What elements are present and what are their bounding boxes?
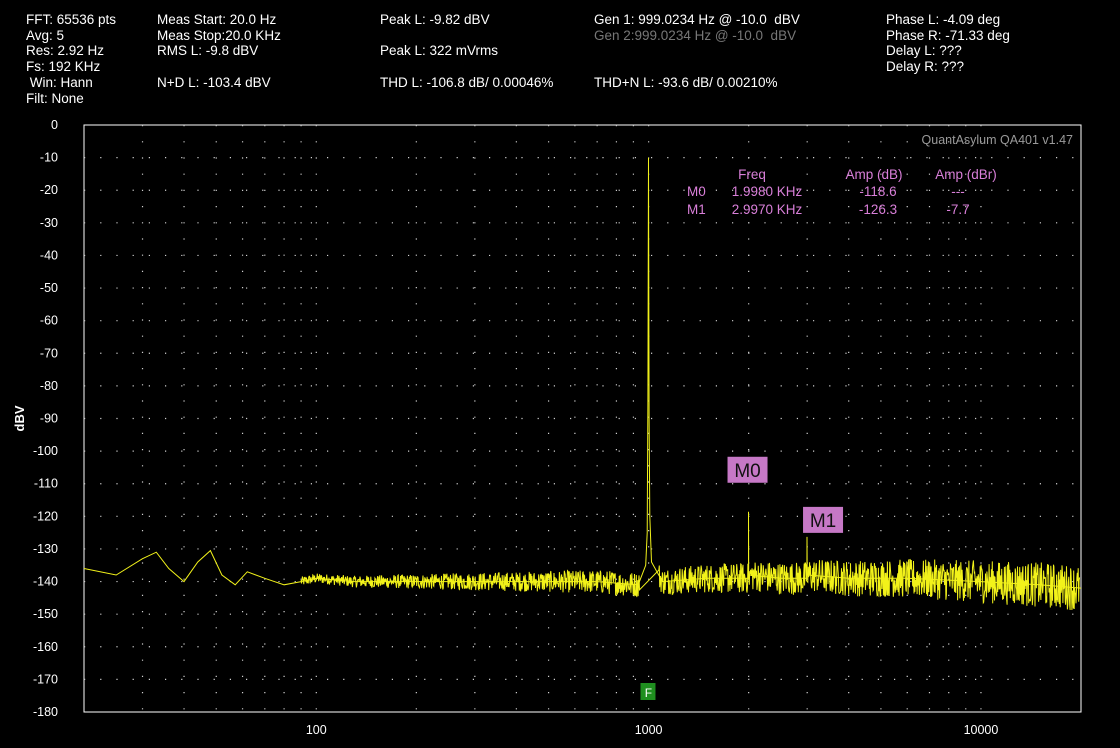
y-tick-label: -180 [33,705,58,719]
phase-l-readout: Phase L: -4.09 deg [886,12,1001,27]
generator-1-readout: Gen 1: 999.0234 Hz @ -10.0 dBV [594,12,800,27]
y-tick-label: -20 [40,183,58,197]
y-tick-label: -110 [34,477,58,491]
y-axis-label: dBV [12,405,27,431]
y-tick-label: -10 [40,151,58,165]
marker-m1-label: M1 [810,511,836,532]
y-tick-label: -170 [33,672,58,686]
y-tick-label: -40 [40,248,58,262]
marker-table-row-name: M0 [687,184,706,199]
peak-l-dbv-readout: Peak L: -9.82 dBV [380,12,490,27]
sample-rate-readout: Fs: 192 KHz [26,59,101,74]
marker-table-row-freq: 2.9970 KHz [732,202,803,217]
x-axis-ticks: 100 1000 10000 [306,723,999,737]
fundamental-flag: F [640,683,656,700]
marker-layer: M0 M1 [727,456,844,533]
y-tick-label: -130 [33,542,58,556]
filter-readout: Filt: None [26,91,84,106]
marker-table-row-name: M1 [687,202,706,217]
peak-l-mvrms-readout: Peak L: 322 mVrms [380,43,499,58]
y-tick-label: -50 [40,281,58,295]
y-axis-ticks: 0 -10 -20 -30 -40 -50 -60 -70 -80 -90 -100 -110 -120… [33,118,58,719]
y-tick-label: -30 [40,216,58,230]
delay-r-readout: Delay R: ??? [886,59,965,74]
fft-points-readout: FFT: 65536 pts [26,12,117,27]
y-tick-label: -100 [33,444,58,458]
marker-table: Freq Amp (dB) Amp (dBr) M0 1.9980 KHz -118.6 -… [687,167,997,217]
watermark: QuantAsylum QA401 v1.47 [922,133,1074,147]
y-tick-label: -160 [33,640,58,654]
marker-m0-box [727,456,768,483]
marker-table-row-amp-db: -126.3 [859,202,897,217]
marker-table-row-amp-dbr: -7.7 [946,202,969,217]
y-tick-label: -120 [33,509,58,523]
marker-table-row-amp-dbr: --- [951,184,965,199]
meas-stop-readout: Meas Stop:20.0 KHz [157,28,281,43]
plot-grid [84,125,1081,712]
phase-r-readout: Phase R: -71.33 deg [886,28,1010,43]
marker-table-header: Amp (dBr) [935,167,997,182]
marker-table-header: Amp (dB) [845,167,902,182]
marker-table-row-amp-db: -118.6 [859,184,896,199]
window-readout: Win: Hann [26,75,93,90]
noise-floor-trace [300,558,1081,611]
y-tick-label: -60 [40,314,58,328]
marker-table-row-freq: 1.9980 KHz [732,184,803,199]
noise-distortion-l-readout: N+D L: -103.4 dBV [157,75,271,90]
fundamental-flag-label: F [645,686,652,700]
average-readout: Avg: 5 [26,28,65,43]
fundamental-flag-box [640,683,656,700]
marker-m0-label: M0 [734,461,760,482]
x-tick-label: 10000 [964,723,999,737]
y-tick-label: -80 [40,379,58,393]
y-tick-label: -150 [33,607,58,621]
y-tick-label: 0 [51,118,58,132]
resolution-readout: Res: 2.92 Hz [26,43,105,58]
y-tick-label: -70 [40,346,58,360]
thd-n-l-readout: THD+N L: -93.6 dB/ 0.00210% [594,75,778,90]
rms-l-readout: RMS L: -9.8 dBV [157,43,259,58]
x-tick-label: 100 [306,723,327,737]
plot-frame [83,124,1082,713]
x-tick-label: 1000 [635,723,663,737]
generator-2-readout: Gen 2:999.0234 Hz @ -10.0 dBV [594,28,797,43]
meas-start-readout: Meas Start: 20.0 Hz [157,12,277,27]
spectrum-trace [83,157,1082,589]
y-tick-label: -140 [33,575,58,589]
y-tick-label: -90 [40,412,58,426]
thd-l-readout: THD L: -106.8 dB/ 0.00046% [380,75,554,90]
marker-m1-box [803,506,844,533]
marker-table-header: Freq [738,167,766,182]
delay-l-readout: Delay L: ??? [886,43,962,58]
